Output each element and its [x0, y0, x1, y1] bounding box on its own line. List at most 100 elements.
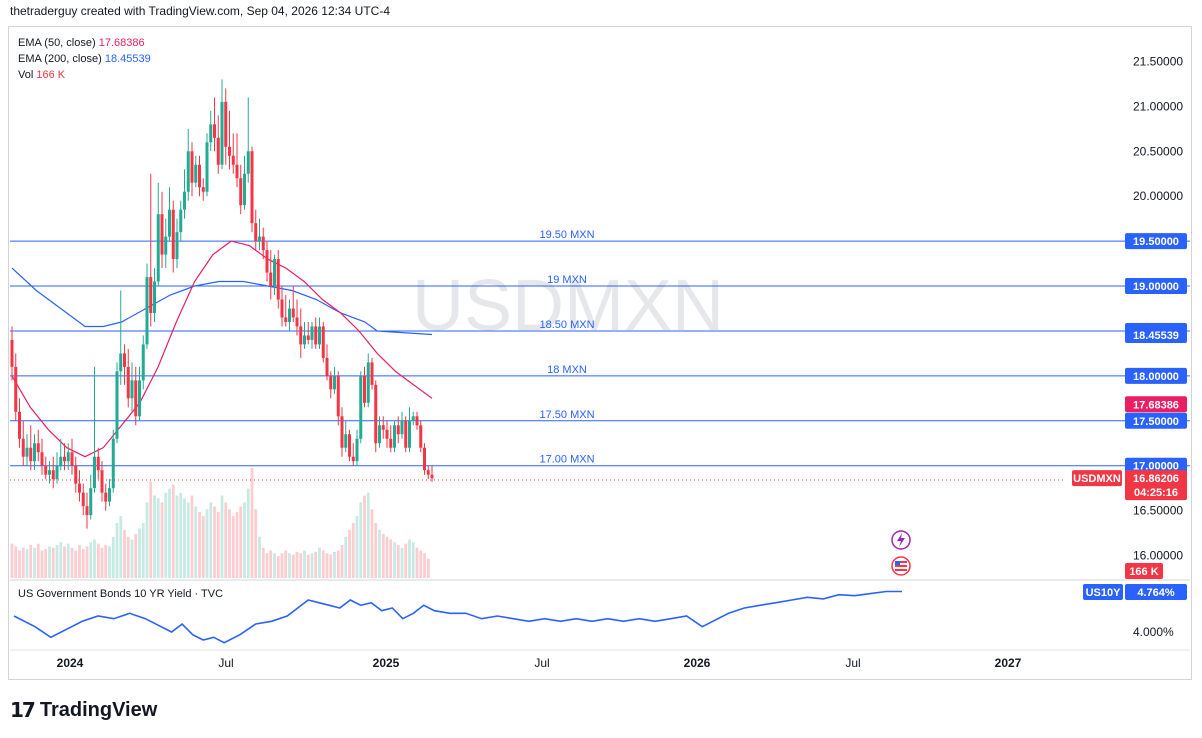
- volume-bar: [115, 523, 119, 578]
- chart-frame[interactable]: [8, 26, 1192, 680]
- time-tick-label: Jul: [845, 656, 860, 670]
- candle-body: [48, 470, 51, 475]
- us10y-symbol-tag: US10Y: [1086, 587, 1122, 599]
- volume-bar: [228, 509, 231, 578]
- symbol-price-tag: USDMXN: [1073, 473, 1121, 485]
- volume-bar: [340, 545, 344, 578]
- volume-bar: [63, 546, 66, 578]
- candle-body: [44, 465, 48, 475]
- candle-body: [179, 209, 183, 233]
- volume-bar: [325, 553, 329, 578]
- candle-body: [168, 209, 171, 237]
- volume-bar: [25, 549, 29, 578]
- chart-attribution: thetraderguy created with TradingView.co…: [10, 4, 390, 18]
- candle-body: [130, 380, 134, 399]
- candle-body: [123, 353, 126, 367]
- candle-body: [29, 447, 33, 462]
- candle-body: [258, 236, 261, 242]
- candle-body: [89, 488, 93, 516]
- time-tick-label: 2026: [684, 656, 711, 670]
- tradingview-wordmark: TradingView: [39, 698, 158, 721]
- volume-bar: [33, 547, 36, 578]
- candle-body: [141, 344, 145, 381]
- volume-bar: [123, 529, 126, 578]
- candle-body: [393, 425, 396, 448]
- lightning-glyph: [897, 533, 905, 547]
- candle-body: [291, 308, 295, 318]
- price-tags: 19.5000019.0000018.5000018.0000017.50000…: [1072, 233, 1187, 600]
- ema200-line: [11, 267, 433, 336]
- volume-bar: [250, 468, 254, 578]
- volume-bars: [10, 468, 430, 578]
- ema200-legend[interactable]: EMA (200, close) 18.45539: [18, 53, 151, 65]
- volume-bar: [213, 506, 216, 578]
- volume-bar: [423, 553, 426, 578]
- volume-bar: [149, 481, 153, 578]
- candle-body: [370, 362, 374, 385]
- level-price-tag: 17.50000: [1133, 416, 1179, 428]
- volume-bar: [329, 554, 333, 578]
- tradingview-logo[interactable]: 17 TradingView: [10, 698, 157, 722]
- candle-body: [220, 101, 224, 165]
- candle-body: [378, 425, 381, 444]
- candle-body: [228, 146, 231, 156]
- candle-body: [198, 164, 201, 188]
- candle-body: [310, 326, 314, 340]
- volume-bar: [108, 546, 111, 578]
- candle-body: [145, 277, 149, 345]
- candle-body: [404, 420, 408, 448]
- volume-bar: [44, 549, 48, 578]
- ema200-price-tag-bg: [1125, 326, 1187, 343]
- volume-bar: [239, 506, 243, 578]
- candle-body: [213, 124, 216, 138]
- candle-body: [430, 474, 434, 479]
- candle-body: [299, 326, 303, 345]
- ema50-path: [11, 240, 433, 458]
- price-tick-label: 20.00000: [1133, 189, 1183, 203]
- candle-body: [55, 465, 59, 480]
- ema50-price-tag-bg: [1125, 396, 1187, 413]
- volume-bar: [400, 547, 404, 578]
- candle-body: [336, 375, 340, 417]
- volume-bar: [21, 547, 25, 578]
- candle-body: [265, 250, 269, 273]
- candle-body: [389, 438, 393, 448]
- volume-bar: [351, 523, 355, 578]
- candle-body: [126, 366, 130, 399]
- volume-bar: [408, 539, 411, 578]
- volume-legend[interactable]: Vol 166 K: [18, 69, 66, 81]
- candle-body: [344, 434, 348, 448]
- ema50-legend[interactable]: EMA (50, close) 17.68386: [18, 37, 145, 49]
- volume-bar: [374, 523, 378, 578]
- level-price-tag-bg: [1125, 367, 1187, 384]
- candle-body: [426, 470, 430, 475]
- candle-body: [246, 151, 250, 174]
- volume-bar: [190, 495, 194, 578]
- candle-body: [40, 452, 44, 466]
- us10y-legend[interactable]: US Government Bonds 10 YR Yield · TVC: [18, 588, 224, 600]
- us10y-path: [13, 590, 902, 644]
- volume-bar: [100, 547, 104, 578]
- volume-bar: [85, 546, 89, 578]
- price-tick-label: 21.00000: [1133, 99, 1183, 113]
- volume-bar: [183, 498, 186, 578]
- candle-body: [153, 281, 156, 313]
- candle-body: [333, 375, 336, 390]
- candle-body: [359, 375, 363, 439]
- volume-bar: [74, 550, 78, 578]
- volume-bar: [18, 550, 21, 578]
- volume-bar: [119, 516, 123, 578]
- candle-body: [18, 411, 21, 439]
- candle-body: [164, 236, 168, 255]
- candle-body: [396, 425, 400, 435]
- candle-body: [400, 420, 404, 435]
- us10y-value-tag: 4.764%: [1137, 587, 1175, 599]
- candle-body: [108, 488, 111, 502]
- candle-body: [93, 456, 96, 489]
- candle-body: [51, 470, 55, 480]
- candle-body: [243, 173, 246, 206]
- level-price-tag: 19.50000: [1133, 236, 1179, 248]
- price-tick-label: 21.50000: [1133, 54, 1183, 68]
- candle-body: [100, 470, 104, 493]
